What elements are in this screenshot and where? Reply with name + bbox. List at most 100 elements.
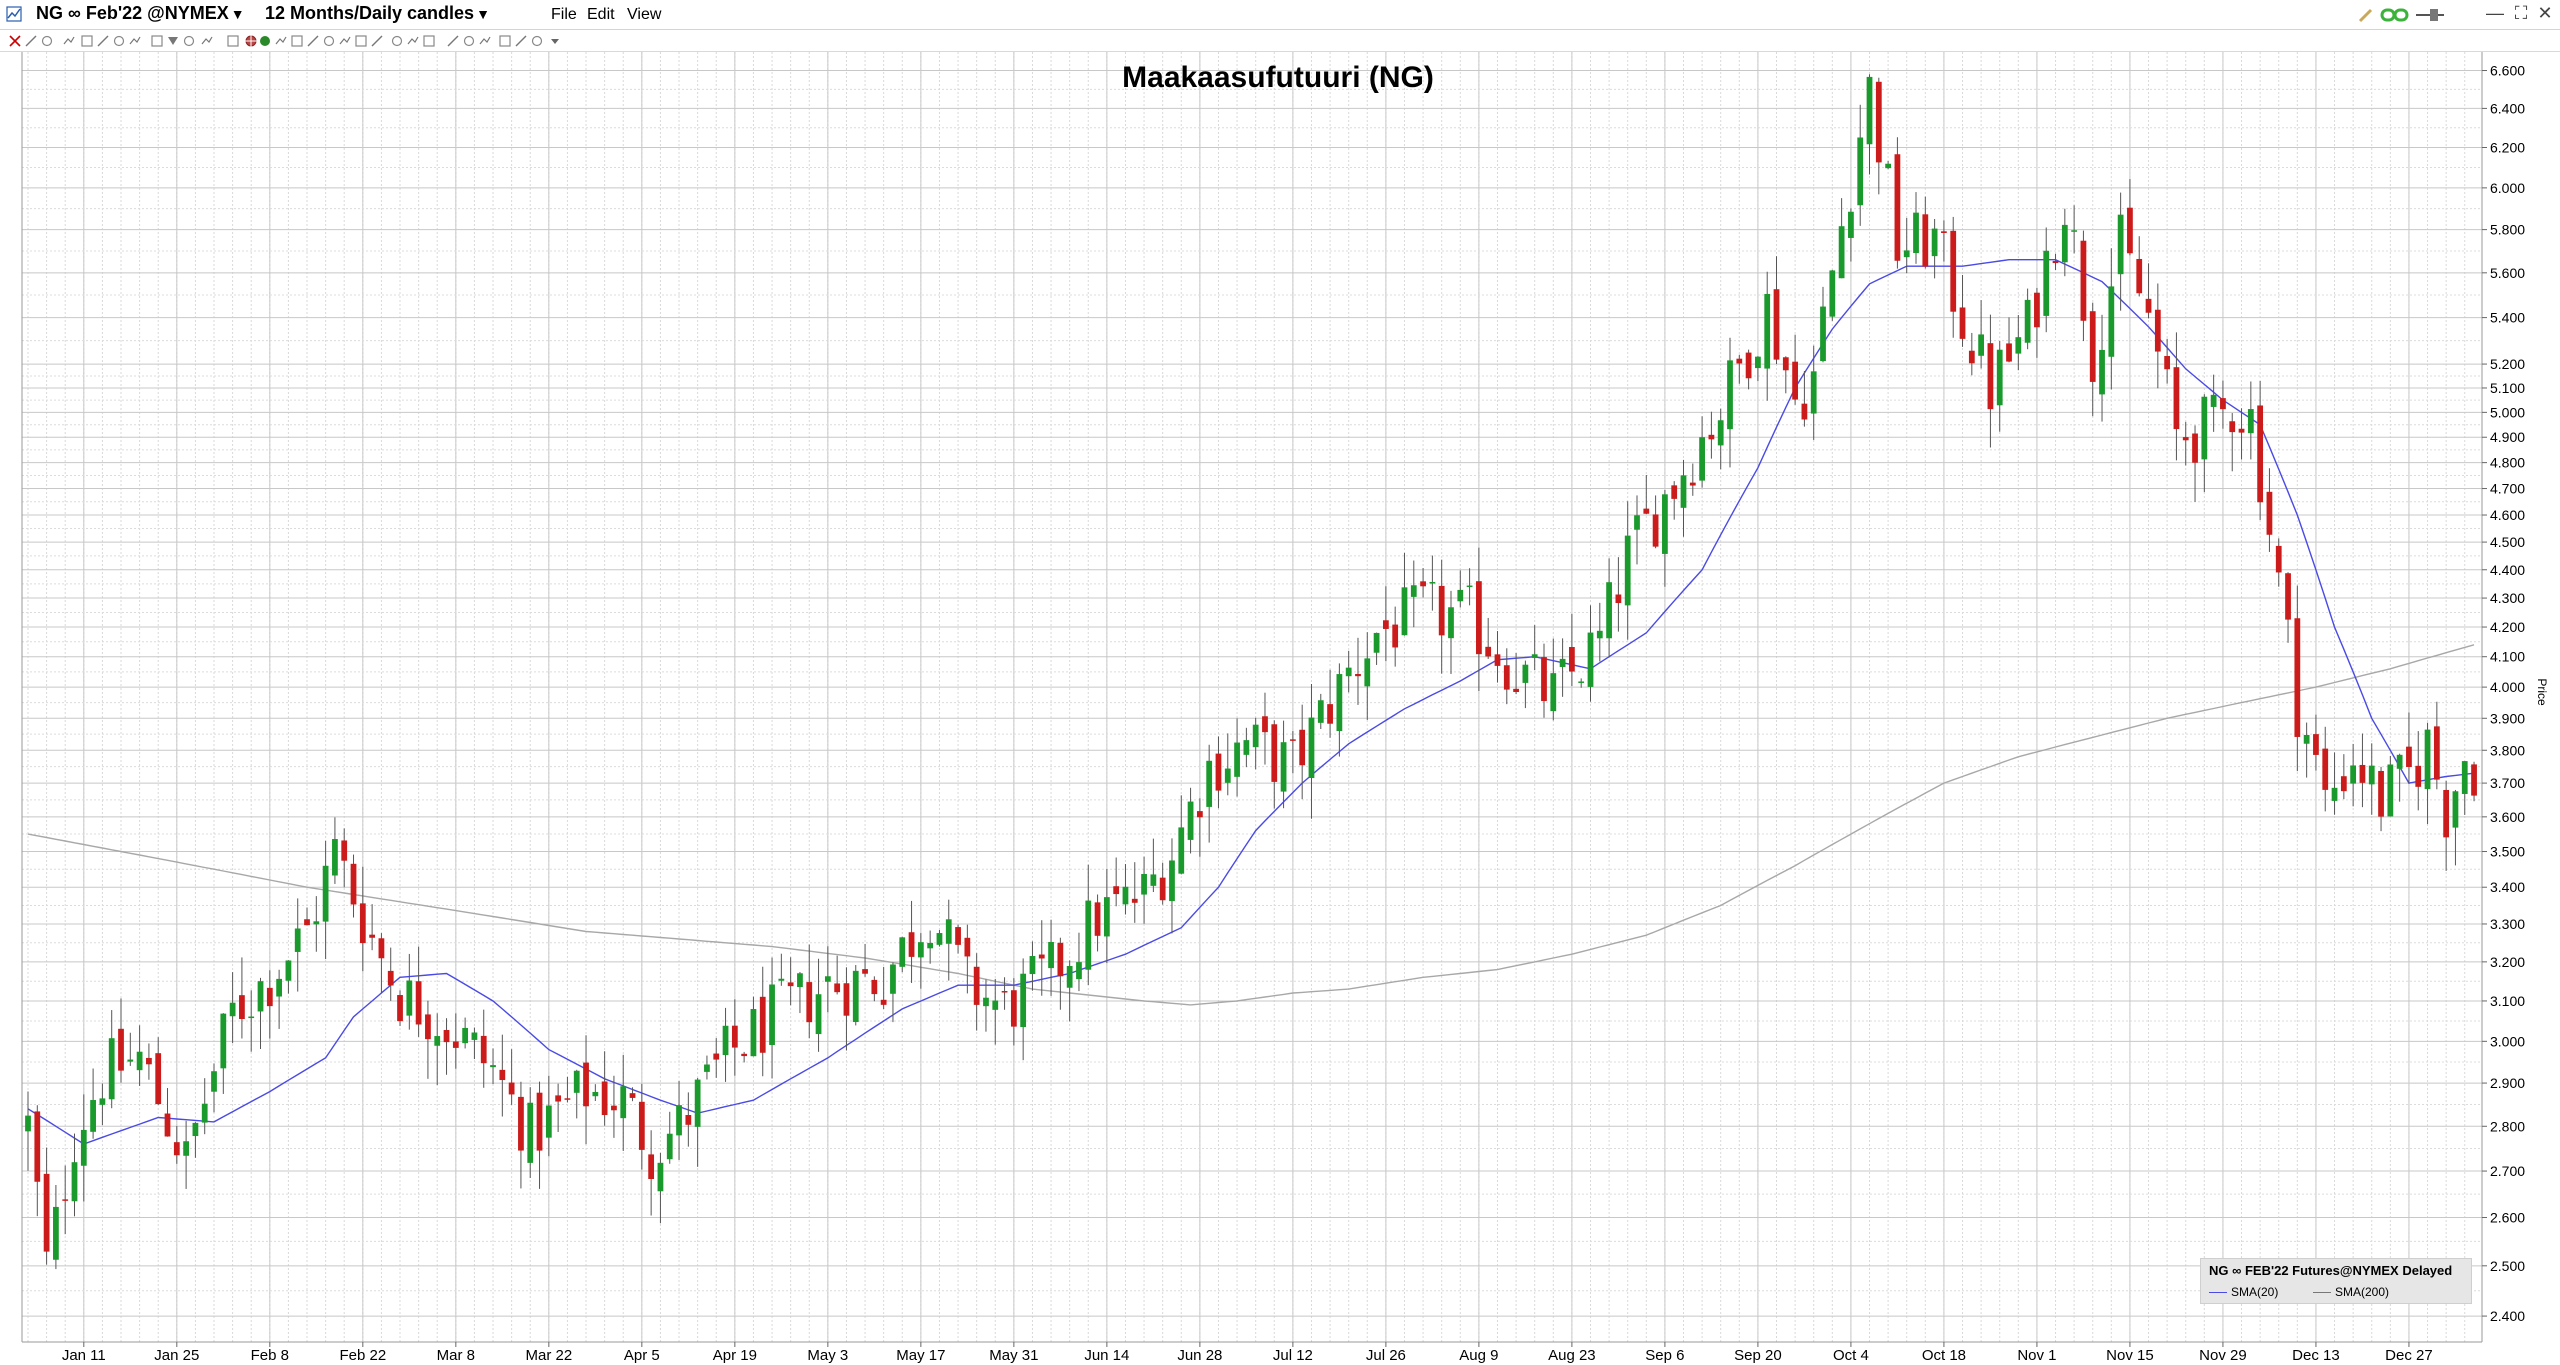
bars-icon[interactable] xyxy=(462,34,476,48)
candle xyxy=(1094,894,1101,952)
candle-body xyxy=(2192,433,2198,463)
candle xyxy=(1894,137,1901,269)
text-icon[interactable] xyxy=(306,34,320,48)
y-tick-label: 4.900 xyxy=(2490,429,2525,445)
stack-icon[interactable] xyxy=(150,34,164,48)
candle xyxy=(1996,341,2003,432)
box-icon[interactable] xyxy=(290,34,304,48)
timeframe-selector[interactable]: 12 Months/Daily candles ▼ xyxy=(265,3,490,24)
candle xyxy=(1355,637,1361,705)
candle xyxy=(1010,978,1017,1046)
candle xyxy=(1048,919,1054,996)
candle xyxy=(1708,411,1715,459)
circle-tool-icon[interactable] xyxy=(226,34,240,48)
x-tick-label: Aug 9 xyxy=(1459,1347,1498,1364)
legend-sma200[interactable]: SMA(200) xyxy=(2335,1285,2390,1299)
maximize-icon[interactable]: ⛶ xyxy=(2514,3,2528,23)
candle-body xyxy=(666,1133,673,1160)
candle xyxy=(2415,731,2422,811)
candle xyxy=(945,899,952,981)
candle-body xyxy=(2061,224,2068,263)
menu-file[interactable]: File xyxy=(551,6,577,23)
candle-body xyxy=(201,1103,208,1123)
candle xyxy=(2275,538,2282,587)
candle-icon[interactable] xyxy=(182,34,196,48)
candle-body xyxy=(2006,343,2012,362)
candle-body xyxy=(750,1009,757,1057)
candle-body xyxy=(555,1095,562,1102)
candle xyxy=(2173,332,2180,461)
redo-icon[interactable] xyxy=(338,34,352,48)
candle-body xyxy=(2117,214,2124,275)
target-icon[interactable] xyxy=(244,34,258,48)
candle xyxy=(2089,302,2096,417)
attach-icon[interactable] xyxy=(530,34,544,48)
candle-body xyxy=(2285,573,2291,620)
chart-app-icon[interactable] xyxy=(6,6,22,22)
cursor-icon[interactable] xyxy=(24,34,38,48)
pencil-icon[interactable] xyxy=(2357,6,2375,24)
trend-icon[interactable] xyxy=(258,34,272,48)
ruler-icon[interactable] xyxy=(274,34,288,48)
filter-icon[interactable] xyxy=(166,34,180,48)
link-icon[interactable] xyxy=(2380,6,2410,24)
menu-view[interactable]: View xyxy=(627,6,662,23)
y-tick-label: 6.400 xyxy=(2490,100,2525,116)
symbol-selector[interactable]: NG ∞ Feb'22 @NYMEX ▼ xyxy=(36,3,245,24)
y-axis-label: Price xyxy=(2535,678,2549,706)
candle xyxy=(2285,572,2291,643)
candle-body xyxy=(1615,594,1622,604)
layout-icon[interactable] xyxy=(80,34,94,48)
close-icon[interactable]: ✕ xyxy=(2537,3,2553,23)
compare-icon[interactable] xyxy=(478,34,492,48)
candle xyxy=(118,998,124,1083)
date-axis: Jan 11 Jan 25 Feb 8 Feb 22 Mar 8 Mar 22 Apr 5 A… xyxy=(62,1342,2433,1364)
candle xyxy=(536,1081,543,1189)
fib-icon[interactable] xyxy=(354,34,368,48)
candle-body xyxy=(936,933,943,945)
grid-icon[interactable] xyxy=(62,34,76,48)
candle xyxy=(1922,196,1929,269)
undo-icon[interactable] xyxy=(322,34,336,48)
draw-icon[interactable] xyxy=(40,34,54,48)
circle-icon[interactable] xyxy=(112,34,126,48)
candle-body xyxy=(118,1028,124,1071)
candle xyxy=(276,969,282,1029)
zoom-out-icon[interactable] xyxy=(406,34,420,48)
settings-icon[interactable] xyxy=(498,34,512,48)
fit-icon[interactable] xyxy=(422,34,436,48)
sma20-series xyxy=(27,259,2475,1145)
split-icon[interactable] xyxy=(446,34,460,48)
candle-body xyxy=(797,973,803,988)
candle-body xyxy=(1215,753,1222,791)
candle xyxy=(1066,960,1073,1022)
zoom-in-icon[interactable] xyxy=(390,34,404,48)
pin-icon[interactable] xyxy=(2414,6,2450,24)
candle xyxy=(1541,643,1547,718)
x-tick-label: Jun 28 xyxy=(1177,1347,1222,1364)
dropdown-icon[interactable] xyxy=(548,34,562,48)
line-tool-icon[interactable] xyxy=(200,34,214,48)
refresh-icon[interactable] xyxy=(514,34,528,48)
candle-body xyxy=(1662,494,1668,554)
crosshair-icon[interactable] xyxy=(8,34,22,48)
candle xyxy=(220,1013,227,1094)
candle xyxy=(1903,217,1910,274)
candle xyxy=(2396,753,2403,802)
candle-body xyxy=(769,984,775,1045)
candle-body xyxy=(313,921,320,925)
snapshot-icon[interactable] xyxy=(96,34,110,48)
candle xyxy=(146,1043,152,1080)
candle-body xyxy=(1541,657,1547,702)
candle xyxy=(685,1092,692,1147)
minimize-icon[interactable]: — xyxy=(2486,3,2504,23)
candle xyxy=(2294,585,2301,772)
price-chart[interactable]: 2.400 2.500 2.600 2.700 2.800 2.900 3.000 3.100… xyxy=(0,52,2560,1365)
channel-icon[interactable] xyxy=(370,34,384,48)
legend-sma20[interactable]: SMA(20) xyxy=(2231,1285,2279,1299)
table-icon[interactable] xyxy=(128,34,142,48)
candle-body xyxy=(1336,674,1343,732)
candle-body xyxy=(53,1206,59,1260)
menu-edit[interactable]: Edit xyxy=(587,6,615,23)
candle xyxy=(1559,638,1566,697)
